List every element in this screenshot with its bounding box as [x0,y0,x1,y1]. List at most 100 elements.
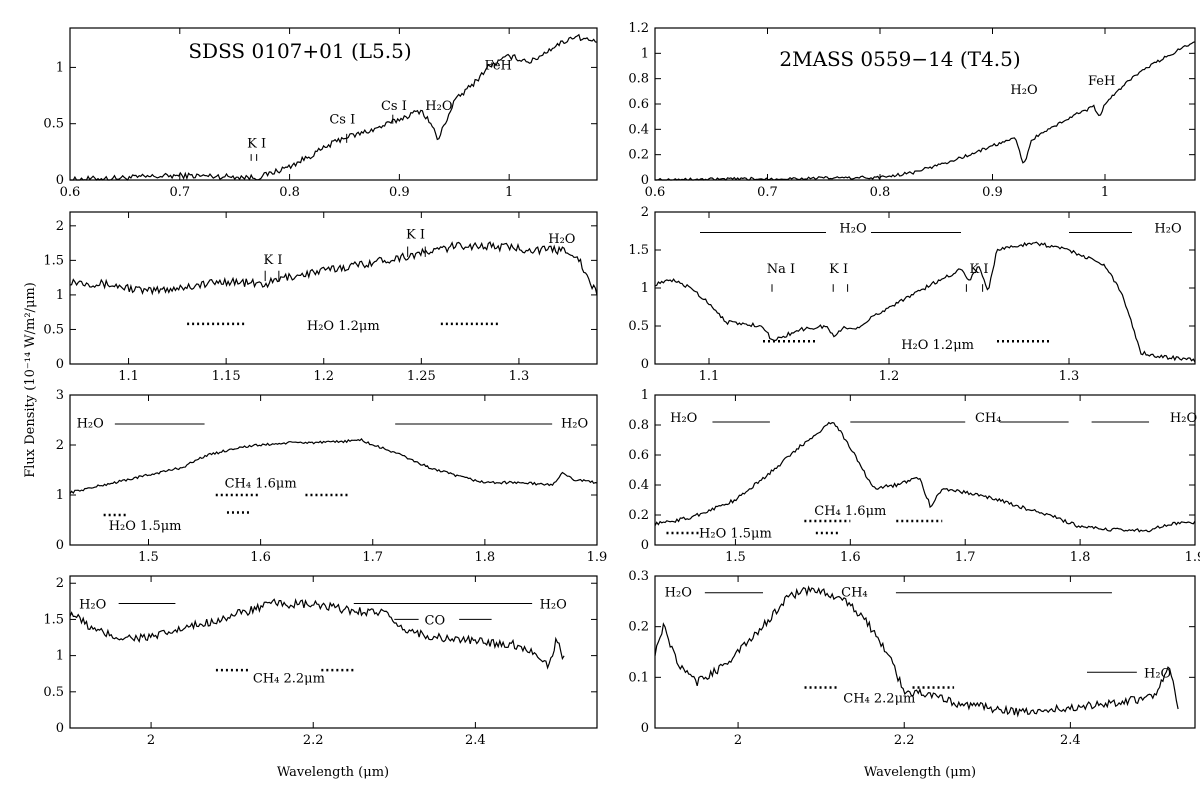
spectrum-line [654,421,1196,533]
feature-label: H₂O [425,99,452,114]
x-tick-label: 2.4 [465,733,486,748]
panel-4: 2 2.2 2.4 0 0.5 1 1.5 2 H₂O H₂O CO CH₄ 2.2μm [43,575,598,748]
y-tick-label: 0 [641,173,649,188]
y-tick-label: 1 [56,60,64,75]
x-tick-label: 1 [505,185,513,200]
y-tick-label: 0.1 [628,670,649,685]
y-tick-label: 0 [56,538,64,553]
x-tick-label: 0.9 [982,185,1003,200]
feature-label: K I [247,136,266,151]
x-tick-label: 0.8 [870,185,891,200]
feature-label: H₂O [77,417,104,432]
panel-3: 1.5 1.6 1.7 1.8 1.9 0 1 2 3 H₂O H₂O CH₄ 1.6μm H₂O 1.… [56,388,608,565]
y-tick-label: 0.4 [628,122,649,137]
x-tick-label: 1.1 [699,369,720,384]
y-tick-label: 0 [641,357,649,372]
x-tick-label: 1.9 [1185,550,1200,565]
feature-label: H₂O [665,585,692,600]
y-tick-label: 2 [56,576,64,591]
x-tick-label: 1.6 [250,550,271,565]
y-tick-label: 1.2 [628,21,649,36]
panel-title: 2MASS 0559−14 (T4.5) [779,47,1020,71]
y-tick-label: 0.8 [628,72,649,87]
plot-frame [69,394,598,546]
feature-label: H₂O 1.5μm [109,519,182,534]
y-tick-label: 1.5 [43,612,64,627]
x-tick-label: 1.25 [407,369,436,384]
feature-label: K I [264,253,283,268]
x-tick-label: 1 [1101,185,1109,200]
y-tick-label: 2 [56,438,64,453]
feature-label: H₂O [1154,222,1181,237]
feature-label: H₂O 1.2μm [307,319,380,334]
x-tick-label: 1.1 [118,369,139,384]
feature-label: Cs I [329,113,355,128]
y-tick-label: 1.5 [628,243,649,258]
panel-5: 0.6 0.7 0.8 0.9 1 0 0.2 0.4 0.6 0.8 1 1.2 H₂O FeH 2MAS… [628,21,1196,200]
x-tick-label: 1.6 [840,550,861,565]
spectrum-line [69,597,565,670]
x-axis-title-left: Wavelength (μm) [277,765,389,780]
spectrum-line [70,33,598,181]
feature-label: CH₄ [975,411,1002,426]
y-tick-label: 0.8 [628,418,649,433]
y-tick-label: 0.4 [628,478,649,493]
x-tick-label: 2.2 [303,733,324,748]
x-tick-label: 2.2 [894,733,915,748]
y-tick-label: 1 [56,288,64,303]
y-tick-label: 1 [641,388,649,403]
feature-label: CH₄ 2.2μm [843,692,915,707]
panel-2: 1.1 1.15 1.2 1.25 1.3 0 0.5 1 1.5 2 K I K I H₂O H₂O 1… [43,211,598,384]
x-tick-label: 0.7 [169,185,190,200]
x-tick-label: 0.6 [60,185,81,200]
x-axis-title-right: Wavelength (μm) [864,765,976,780]
x-tick-label: 2 [734,733,742,748]
y-tick-label: 0.5 [628,319,649,334]
y-tick-label: 3 [56,388,64,403]
y-tick-label: 0 [641,538,649,553]
y-tick-label: 1 [56,488,64,503]
y-tick-label: 1 [641,281,649,296]
panel-8: 2 2.2 2.4 0 0.1 0.2 0.3 H₂O CH₄ H₂O CH₄ 2.2μm [628,569,1196,748]
feature-label: FeH [485,59,512,74]
x-tick-label: 1.5 [138,550,159,565]
spectrum-line [654,241,1196,363]
feature-label: K I [406,227,425,242]
x-tick-label: 1.8 [475,550,496,565]
feature-label: H₂O [1144,666,1171,681]
y-axis-title: Flux Density (10⁻¹⁴ W/m²/μm) [23,282,38,478]
feature-label: Na I [767,262,795,277]
panel-title: SDSS 0107+01 (L5.5) [188,39,411,63]
plot-frame [69,211,598,365]
x-tick-label: 1.8 [1070,550,1091,565]
x-tick-label: 1.7 [362,550,383,565]
feature-label: H₂O [839,222,866,237]
plot-frame [654,394,1196,546]
x-tick-label: 1.15 [212,369,241,384]
x-tick-label: 0.6 [645,185,666,200]
panel-7: 1.5 1.6 1.7 1.8 1.9 0 0.2 0.4 0.6 0.8 1 H₂O CH₄ H₂O CH… [628,388,1200,565]
x-tick-label: 0.9 [389,185,410,200]
y-tick-label: 0 [641,721,649,736]
feature-label: H₂O [1010,83,1037,98]
feature-label: K I [970,262,989,277]
y-tick-label: 0.2 [628,508,649,523]
x-tick-label: 0.8 [279,185,300,200]
x-tick-label: 1.5 [725,550,746,565]
x-tick-label: 1.3 [509,369,530,384]
plot-frame [69,27,598,181]
feature-label: H₂O [561,417,588,432]
y-tick-label: 0.2 [628,148,649,163]
x-tick-label: 1.2 [879,369,900,384]
x-tick-label: 1.9 [587,550,608,565]
feature-label: CH₄ [841,585,868,600]
y-tick-label: 0 [56,173,64,188]
feature-label: H₂O [670,411,697,426]
x-tick-label: 1.2 [313,369,334,384]
spectrum-line [654,585,1179,718]
feature-label: H₂O [540,598,567,613]
feature-label: FeH [1088,74,1115,89]
feature-label: K I [829,262,848,277]
feature-label: Cs I [381,99,407,114]
